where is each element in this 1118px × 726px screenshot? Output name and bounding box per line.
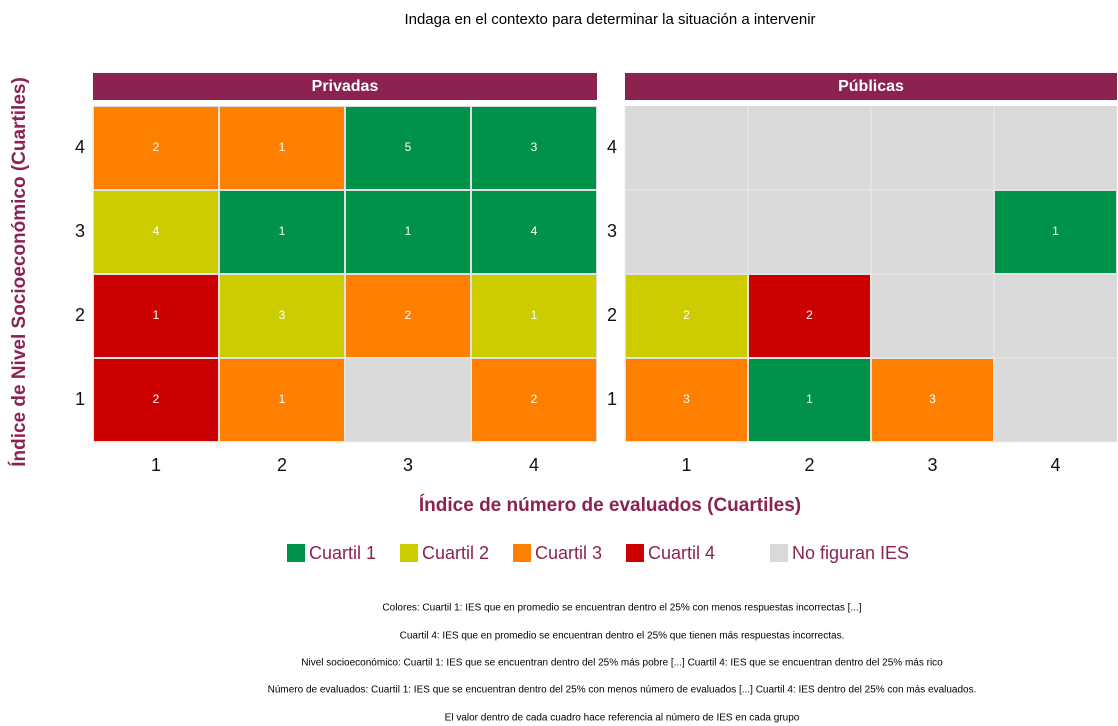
y-tick-label: 1 bbox=[75, 389, 85, 409]
footnote: Nivel socioeconómico: Cuartil 1: IES que… bbox=[301, 658, 943, 669]
heatmap-cell bbox=[346, 191, 470, 273]
heatmap-cell bbox=[346, 107, 470, 189]
heatmap-cell bbox=[872, 359, 993, 441]
cell-value-label: 1 bbox=[1052, 224, 1059, 238]
heatmap-cell bbox=[472, 359, 596, 441]
facet-title: Públicas bbox=[838, 78, 904, 95]
facet-title: Privadas bbox=[312, 78, 379, 95]
cell-value-label: 2 bbox=[683, 308, 690, 322]
legend-label: Cuartil 1 bbox=[309, 543, 376, 563]
x-tick-label: 4 bbox=[1050, 455, 1060, 475]
cell-value-label: 2 bbox=[153, 140, 160, 154]
legend-label: Cuartil 3 bbox=[535, 543, 602, 563]
legend-swatch bbox=[513, 544, 531, 562]
heatmap-cell bbox=[749, 275, 870, 357]
cell-value-label: 1 bbox=[531, 308, 538, 322]
x-tick-label: 3 bbox=[927, 455, 937, 475]
legend-label: Cuartil 2 bbox=[422, 543, 489, 563]
y-tick-label: 3 bbox=[75, 221, 85, 241]
heatmap-cell bbox=[220, 191, 344, 273]
facet-strip bbox=[625, 73, 1117, 100]
heatmap-cell bbox=[94, 107, 218, 189]
cell-value-label: 2 bbox=[806, 308, 813, 322]
y-tick-label: 4 bbox=[607, 137, 617, 157]
y-tick-label: 3 bbox=[607, 221, 617, 241]
heatmap-cell bbox=[94, 275, 218, 357]
x-tick-label: 2 bbox=[277, 455, 287, 475]
y-tick-label: 4 bbox=[75, 137, 85, 157]
chart-title: Indaga en el contexto para determinar la… bbox=[404, 11, 815, 28]
heatmap-cell bbox=[94, 191, 218, 273]
footnote: Número de evaluados: Cuartil 1: IES que … bbox=[268, 685, 977, 696]
legend-swatch bbox=[287, 544, 305, 562]
cell-value-label: 3 bbox=[531, 140, 538, 154]
legend-swatch bbox=[400, 544, 418, 562]
x-tick-label: 1 bbox=[681, 455, 691, 475]
cell-value-label: 1 bbox=[279, 224, 286, 238]
heatmap-cell bbox=[94, 359, 218, 441]
heatmap-cell bbox=[472, 275, 596, 357]
heatmap-cell bbox=[995, 191, 1116, 273]
heatmap-cell bbox=[626, 275, 747, 357]
x-tick-label: 1 bbox=[151, 455, 161, 475]
heatmap-cell bbox=[346, 275, 470, 357]
facet-strip bbox=[93, 73, 597, 100]
cell-value-label: 2 bbox=[153, 392, 160, 406]
cell-value-label: 4 bbox=[531, 224, 538, 238]
cell-value-label: 5 bbox=[405, 140, 412, 154]
legend-label: No figuran IES bbox=[792, 543, 909, 563]
cell-value-label: 1 bbox=[279, 392, 286, 406]
x-tick-label: 2 bbox=[804, 455, 814, 475]
heatmap-cell bbox=[749, 359, 870, 441]
cell-value-label: 1 bbox=[279, 140, 286, 154]
cell-value-label: 3 bbox=[929, 392, 936, 406]
y-axis-label: Índice de Nivel Socioeconómico (Cuartile… bbox=[8, 77, 30, 467]
heatmap-cell bbox=[220, 107, 344, 189]
heatmap-cell bbox=[472, 107, 596, 189]
x-tick-label: 4 bbox=[529, 455, 539, 475]
x-axis-label: Índice de número de evaluados (Cuartiles… bbox=[419, 494, 801, 516]
y-tick-label: 1 bbox=[607, 389, 617, 409]
cell-value-label: 3 bbox=[279, 308, 286, 322]
cell-value-label: 4 bbox=[153, 224, 160, 238]
legend-swatch bbox=[770, 544, 788, 562]
cell-value-label: 2 bbox=[405, 308, 412, 322]
cell-value-label: 2 bbox=[531, 392, 538, 406]
footnote: El valor dentro de cada cuadro hace refe… bbox=[445, 713, 800, 724]
cell-value-label: 3 bbox=[683, 392, 690, 406]
y-tick-label: 2 bbox=[75, 305, 85, 325]
heatmap-cell bbox=[220, 275, 344, 357]
cell-value-label: 1 bbox=[153, 308, 160, 322]
legend-swatch bbox=[626, 544, 644, 562]
heatmap-cell bbox=[626, 359, 747, 441]
legend-label: Cuartil 4 bbox=[648, 543, 715, 563]
x-tick-label: 3 bbox=[403, 455, 413, 475]
cell-value-label: 1 bbox=[405, 224, 412, 238]
heatmap-cell bbox=[472, 191, 596, 273]
footnote: Colores: Cuartil 1: IES que en promedio … bbox=[382, 603, 861, 614]
footnote: Cuartil 4: IES que en promedio se encuen… bbox=[400, 631, 845, 642]
heatmap-cell bbox=[220, 359, 344, 441]
cell-value-label: 1 bbox=[806, 392, 813, 406]
y-tick-label: 2 bbox=[607, 305, 617, 325]
